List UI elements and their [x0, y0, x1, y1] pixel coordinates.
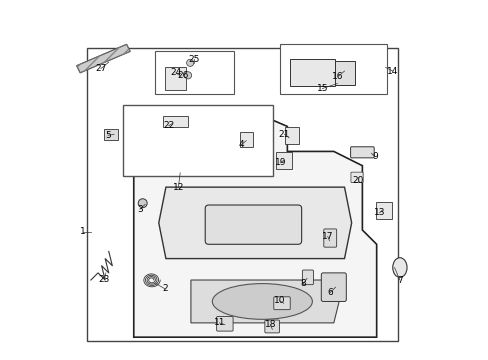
- FancyBboxPatch shape: [205, 205, 301, 244]
- FancyBboxPatch shape: [264, 320, 279, 333]
- FancyBboxPatch shape: [155, 51, 233, 94]
- Text: 19: 19: [274, 158, 285, 167]
- FancyBboxPatch shape: [280, 44, 386, 94]
- FancyBboxPatch shape: [163, 116, 188, 127]
- Ellipse shape: [186, 59, 193, 66]
- Polygon shape: [159, 187, 351, 258]
- Text: 22: 22: [163, 121, 174, 130]
- Text: 26: 26: [177, 71, 188, 80]
- FancyBboxPatch shape: [87, 48, 397, 341]
- FancyBboxPatch shape: [375, 202, 391, 219]
- FancyBboxPatch shape: [302, 270, 313, 285]
- Text: 8: 8: [300, 279, 305, 288]
- FancyBboxPatch shape: [323, 229, 336, 247]
- FancyBboxPatch shape: [104, 129, 118, 140]
- Text: 7: 7: [396, 275, 402, 284]
- Text: 9: 9: [371, 152, 377, 161]
- Text: 27: 27: [95, 64, 106, 73]
- Text: 6: 6: [326, 288, 332, 297]
- FancyBboxPatch shape: [275, 152, 291, 168]
- FancyBboxPatch shape: [321, 273, 346, 301]
- Text: 12: 12: [172, 183, 183, 192]
- Text: 13: 13: [373, 208, 385, 217]
- FancyBboxPatch shape: [350, 172, 363, 183]
- Text: 25: 25: [188, 55, 199, 64]
- FancyBboxPatch shape: [273, 297, 290, 310]
- Text: 14: 14: [386, 67, 398, 76]
- Text: 15: 15: [316, 84, 327, 93]
- Polygon shape: [77, 44, 130, 73]
- Text: 11: 11: [213, 318, 225, 327]
- Text: 17: 17: [321, 232, 333, 241]
- Text: 3: 3: [137, 205, 142, 214]
- FancyBboxPatch shape: [123, 105, 272, 176]
- Text: 21: 21: [278, 130, 289, 139]
- FancyBboxPatch shape: [216, 316, 233, 331]
- Ellipse shape: [184, 72, 191, 79]
- Text: 5: 5: [105, 131, 111, 140]
- Text: 18: 18: [264, 320, 275, 329]
- FancyBboxPatch shape: [289, 59, 334, 86]
- FancyBboxPatch shape: [240, 132, 252, 147]
- Ellipse shape: [212, 284, 312, 319]
- Text: 20: 20: [352, 176, 363, 185]
- Text: 2: 2: [162, 284, 168, 293]
- Ellipse shape: [392, 258, 406, 277]
- Text: 23: 23: [99, 275, 110, 284]
- FancyBboxPatch shape: [334, 61, 354, 85]
- Text: 10: 10: [273, 296, 285, 305]
- FancyBboxPatch shape: [165, 67, 186, 90]
- Text: 4: 4: [238, 140, 243, 149]
- Ellipse shape: [138, 199, 147, 208]
- FancyBboxPatch shape: [350, 147, 373, 158]
- Text: 24: 24: [170, 68, 181, 77]
- Text: 1: 1: [80, 227, 86, 236]
- Text: 16: 16: [332, 72, 343, 81]
- FancyBboxPatch shape: [284, 127, 299, 144]
- Polygon shape: [190, 280, 344, 323]
- Polygon shape: [134, 116, 376, 337]
